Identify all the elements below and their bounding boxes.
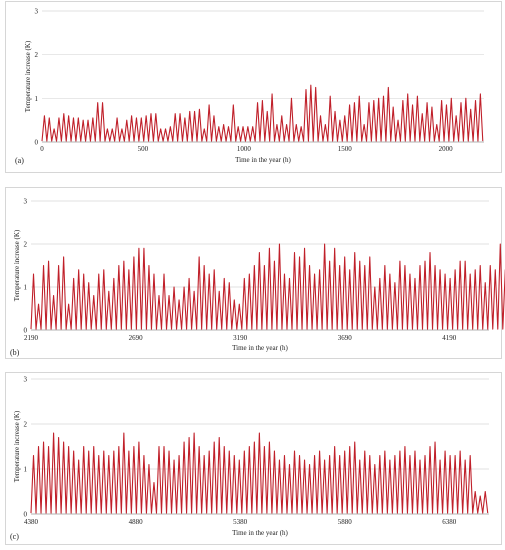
y-axis-title: Temperature increase (K) [24,40,32,112]
y-tick-label: 2 [24,421,28,429]
x-tick-label: 2190 [24,334,39,342]
y-tick-label: 1 [24,284,28,292]
x-tick-label: 3690 [338,334,353,342]
y-tick-label: 3 [35,8,39,16]
y-tick-label: 1 [35,95,39,103]
series-line [41,84,484,142]
chart-panel-b: 0 1 2 3 2190 2690 3190 3690 4190 Time in the year… [5,187,505,359]
y-tick-label: 2 [24,241,28,249]
x-tick-label: 3190 [233,334,248,342]
x-tick-label: 0 [40,145,44,153]
panel-label: (c) [10,532,19,541]
series-line [30,243,505,330]
chart-a-svg: 0 1 2 3 0 500 1000 1500 2000 Time in the year (h)… [15,8,484,165]
x-tick-label: 2000 [439,145,454,153]
x-axis-title: Time in the year (h) [232,529,288,537]
y-axis-title: Temperature increase (K) [13,229,21,301]
x-tick-label: 500 [138,145,149,153]
chart-panel-a: 0 1 2 3 0 500 1000 1500 2000 Time in the year (h)… [5,1,502,173]
x-axis-title: Time in the year (h) [232,344,288,352]
y-tick-label: 1 [24,466,28,474]
x-tick-label: 4380 [24,518,39,526]
y-tick-label: 3 [24,376,28,384]
x-tick-label: 4880 [129,518,144,526]
chart-b-svg: 0 1 2 3 2190 2690 3190 3690 4190 Time in the year… [10,198,505,357]
chart-panel-c: 0 1 2 3 4380 4880 5380 5880 6380 Time in the year… [5,372,502,545]
x-tick-label: 1500 [338,145,353,153]
chart-c-svg: 0 1 2 3 4380 4880 5380 5880 6380 Time in the year… [10,376,489,541]
x-tick-label: 5380 [233,518,248,526]
x-axis-title: Time in the year (h) [235,156,291,164]
panel-label: (a) [15,156,24,165]
x-tick-label: 2690 [129,334,144,342]
y-axis-title: Temperature increase (K) [13,410,21,482]
x-tick-label: 4190 [442,334,457,342]
y-tick-label: 3 [24,198,28,206]
series-line [30,432,489,514]
y-tick-label: 0 [24,511,28,519]
panel-label: (b) [10,348,20,357]
y-tick-label: 0 [24,327,28,335]
x-tick-label: 1000 [237,145,252,153]
y-tick-label: 0 [35,139,39,147]
x-tick-label: 6380 [442,518,457,526]
y-tick-label: 2 [35,51,39,59]
x-tick-label: 5880 [338,518,353,526]
